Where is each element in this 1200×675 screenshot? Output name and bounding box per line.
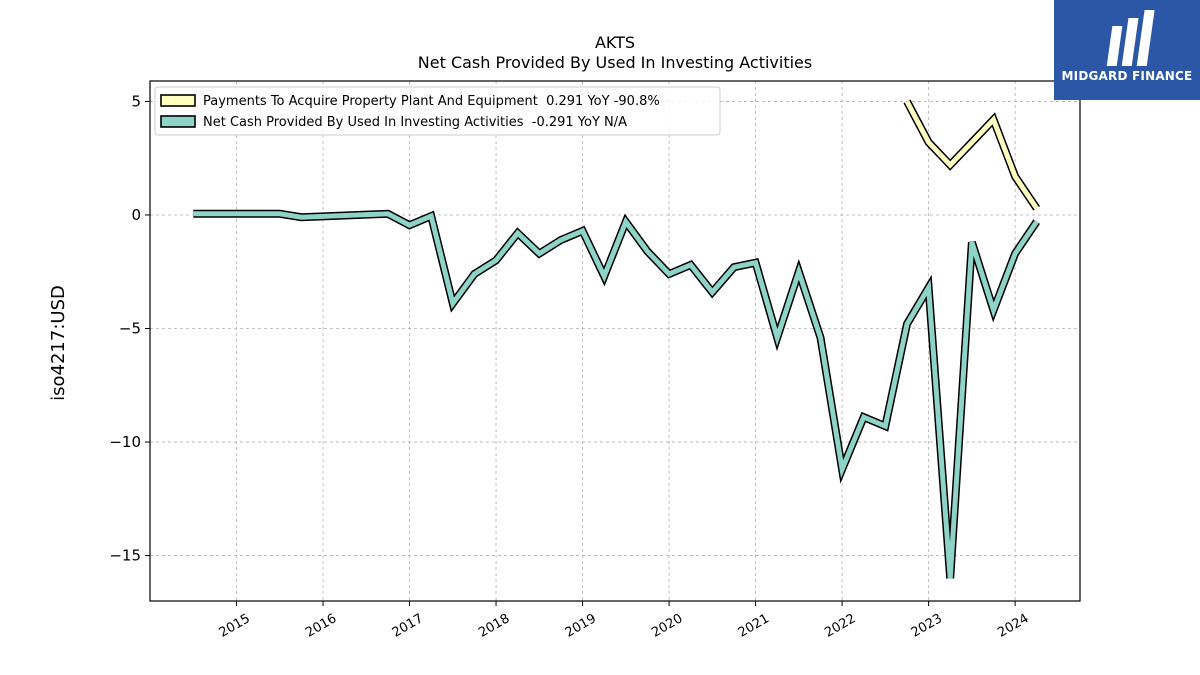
x-tick-label: 2020 (649, 611, 685, 641)
legend-label-net-cash: Net Cash Provided By Used In Investing A… (203, 115, 627, 130)
x-tick-label: 2023 (909, 611, 945, 641)
y-tick-label: 0 (131, 206, 141, 224)
y-tick-label: 5 (131, 92, 141, 110)
x-tick-label: 2018 (476, 611, 512, 641)
series-layer (193, 99, 1041, 579)
x-axis: 2015 2016 2017 2018 2019 2020 2021 2022 2023 2024 (217, 601, 1031, 641)
legend-label-payments: Payments To Acquire Property Plant And E… (203, 94, 660, 109)
series-line-payments (904, 100, 1039, 210)
chart-subtitle: Net Cash Provided By Used In Investing A… (418, 53, 812, 72)
midgard-finance-logo: MIDGARD FINANCE (1054, 0, 1200, 100)
x-tick-label: 2019 (563, 611, 599, 641)
x-tick-label: 2022 (822, 611, 858, 641)
logo-text: MIDGARD FINANCE (1061, 69, 1193, 83)
x-tick-label: 2016 (303, 611, 339, 641)
series-outline-net-cash (193, 209, 1041, 579)
series-outline-payments (903, 99, 1041, 211)
chart-title: AKTS (595, 33, 635, 52)
x-tick-label: 2024 (995, 611, 1031, 641)
legend-swatch-net-cash (160, 115, 196, 128)
y-axis-label: iso4217:USD (48, 285, 69, 401)
plot-frame (149, 80, 1081, 602)
x-tick-label: 2015 (217, 611, 253, 641)
y-axis: 5 0 −5 −10 −15 (109, 92, 150, 565)
legend-swatch-payments (160, 94, 196, 107)
x-tick-label: 2021 (736, 611, 772, 641)
midgard-logo-icon (1106, 10, 1155, 66)
series-line-net-cash (193, 211, 1039, 579)
y-tick-label: −10 (109, 433, 141, 451)
x-tick-label: 2017 (390, 611, 426, 641)
legend-box (154, 86, 721, 136)
y-tick-label: −15 (109, 547, 141, 565)
y-tick-label: −5 (119, 320, 141, 338)
legend: Payments To Acquire Property Plant And E… (154, 86, 721, 136)
